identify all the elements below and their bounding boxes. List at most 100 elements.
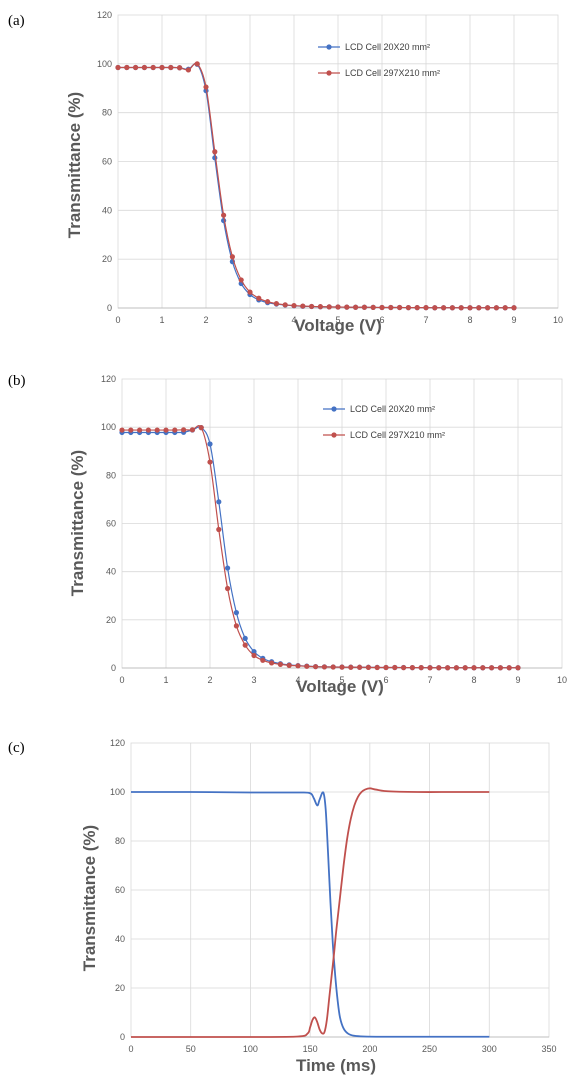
- x-tick-label: 2: [207, 675, 212, 685]
- data-point-series-2: [181, 427, 187, 433]
- x-tick-label: 3: [251, 675, 256, 685]
- y-tick-label: 80: [115, 836, 125, 846]
- series-group: [115, 61, 517, 311]
- data-point-series-2: [344, 304, 350, 310]
- data-point-series-2: [423, 305, 429, 311]
- x-tick-label: 3: [247, 315, 252, 325]
- data-point-series-2: [203, 84, 209, 90]
- data-point-series-2: [309, 303, 315, 310]
- data-point-series-2: [221, 212, 227, 218]
- data-point-series-2: [277, 661, 283, 667]
- y-tick-label: 0: [111, 663, 116, 673]
- data-point-series-2: [198, 425, 204, 431]
- tick-labels: 0 20 40 60 80 100 120 0 1 2 3 4 5 6 7 8 9 10: [97, 10, 563, 325]
- chart-panel-b: (b) 0 20 40 60 80 100 120 0 1 2 3 4 5 6 7 8 9 10 Voltage …: [8, 373, 567, 696]
- data-point-series-2: [357, 664, 363, 670]
- data-point-series-2: [388, 304, 394, 311]
- grid: [117, 14, 559, 309]
- data-point-series-2: [154, 427, 160, 433]
- x-tick-label: 0: [119, 675, 124, 685]
- y-tick-label: 100: [110, 787, 125, 797]
- x-tick-label: 250: [422, 1044, 437, 1054]
- data-point-series-2: [300, 303, 306, 309]
- chart-panel-a: (a) 0 20 40 60 80 100 120 0 1 2 3 4 5 6 7 8 9 10 Voltage …: [8, 10, 563, 335]
- x-tick-label: 8: [471, 675, 476, 685]
- data-point-series-1: [242, 635, 248, 641]
- y-tick-label: 60: [102, 157, 112, 167]
- x-axis-title: Voltage (V): [296, 677, 384, 696]
- data-point-series-2: [445, 665, 451, 671]
- y-tick-label: 0: [120, 1032, 125, 1042]
- data-point-series-2: [225, 585, 231, 592]
- x-tick-label: 2: [203, 315, 208, 325]
- data-point-series-2: [409, 665, 415, 671]
- data-point-series-2: [441, 305, 447, 311]
- data-point-series-2: [247, 289, 253, 295]
- data-point-series-2: [383, 664, 389, 671]
- legend: LCD Cell 20X20 mm² LCD Cell 297X210 mm²: [318, 42, 440, 78]
- y-tick-label: 100: [101, 422, 116, 432]
- legend-label: LCD Cell 20X20 mm²: [345, 42, 430, 52]
- data-point-series-2: [212, 149, 218, 155]
- data-point-series-2: [216, 526, 222, 533]
- data-point-series-2: [269, 660, 275, 666]
- x-tick-label: 6: [383, 675, 388, 685]
- data-point-series-2: [511, 305, 517, 311]
- data-point-series-2: [141, 64, 147, 71]
- x-tick-label: 300: [482, 1044, 497, 1054]
- x-tick-label: 1: [163, 675, 168, 685]
- data-point-series-2: [471, 665, 477, 671]
- y-tick-label: 100: [97, 59, 112, 69]
- x-tick-label: 0: [128, 1044, 133, 1054]
- x-tick-label: 50: [186, 1044, 196, 1054]
- data-point-series-2: [436, 665, 442, 671]
- x-tick-label: 4: [291, 315, 296, 325]
- y-tick-label: 120: [101, 374, 116, 384]
- data-point-series-2: [374, 664, 380, 671]
- data-point-series-2: [194, 61, 200, 67]
- x-tick-label: 10: [557, 675, 567, 685]
- data-point-series-2: [432, 305, 438, 311]
- series-line-1: [118, 62, 515, 309]
- data-point-series-2: [458, 305, 464, 311]
- data-point-series-2: [370, 304, 376, 310]
- x-tick-label: 200: [362, 1044, 377, 1054]
- data-point-series-2: [233, 623, 239, 629]
- data-point-series-2: [418, 665, 424, 671]
- data-point-series-2: [124, 64, 130, 71]
- y-tick-label: 20: [106, 615, 116, 625]
- y-tick-label: 20: [115, 983, 125, 993]
- data-point-series-2: [427, 665, 433, 671]
- legend-label: LCD Cell 297X210 mm²: [345, 68, 440, 78]
- data-point-series-1: [233, 610, 239, 616]
- data-point-series-2: [361, 304, 367, 310]
- data-point-series-2: [128, 427, 134, 433]
- data-point-series-2: [321, 664, 327, 670]
- data-point-series-2: [115, 64, 121, 71]
- data-point-series-2: [414, 305, 420, 311]
- data-point-series-2: [335, 304, 341, 310]
- data-point-series-2: [449, 305, 455, 311]
- data-point-series-2: [172, 427, 178, 433]
- y-axis-title: Transmittance (%): [65, 92, 84, 238]
- data-point-series-2: [137, 427, 143, 433]
- data-point-series-2: [273, 301, 279, 307]
- legend-marker: [331, 432, 337, 438]
- data-point-series-2: [348, 664, 354, 670]
- y-tick-label: 0: [107, 303, 112, 313]
- data-point-series-2: [189, 427, 195, 433]
- x-tick-label: 9: [515, 675, 520, 685]
- series-line-2: [121, 425, 518, 669]
- data-point-series-2: [133, 64, 139, 71]
- y-axis-title: Transmittance (%): [80, 825, 99, 971]
- data-point-series-2: [397, 304, 403, 311]
- data-point-series-2: [256, 295, 262, 301]
- x-tick-label: 5: [335, 315, 340, 325]
- data-point-series-1: [216, 499, 222, 505]
- y-axis-title: Transmittance (%): [68, 450, 87, 596]
- legend-marker: [326, 44, 332, 50]
- y-tick-label: 40: [106, 567, 116, 577]
- data-point-series-2: [515, 665, 521, 671]
- x-axis-title: Time (ms): [296, 1056, 376, 1075]
